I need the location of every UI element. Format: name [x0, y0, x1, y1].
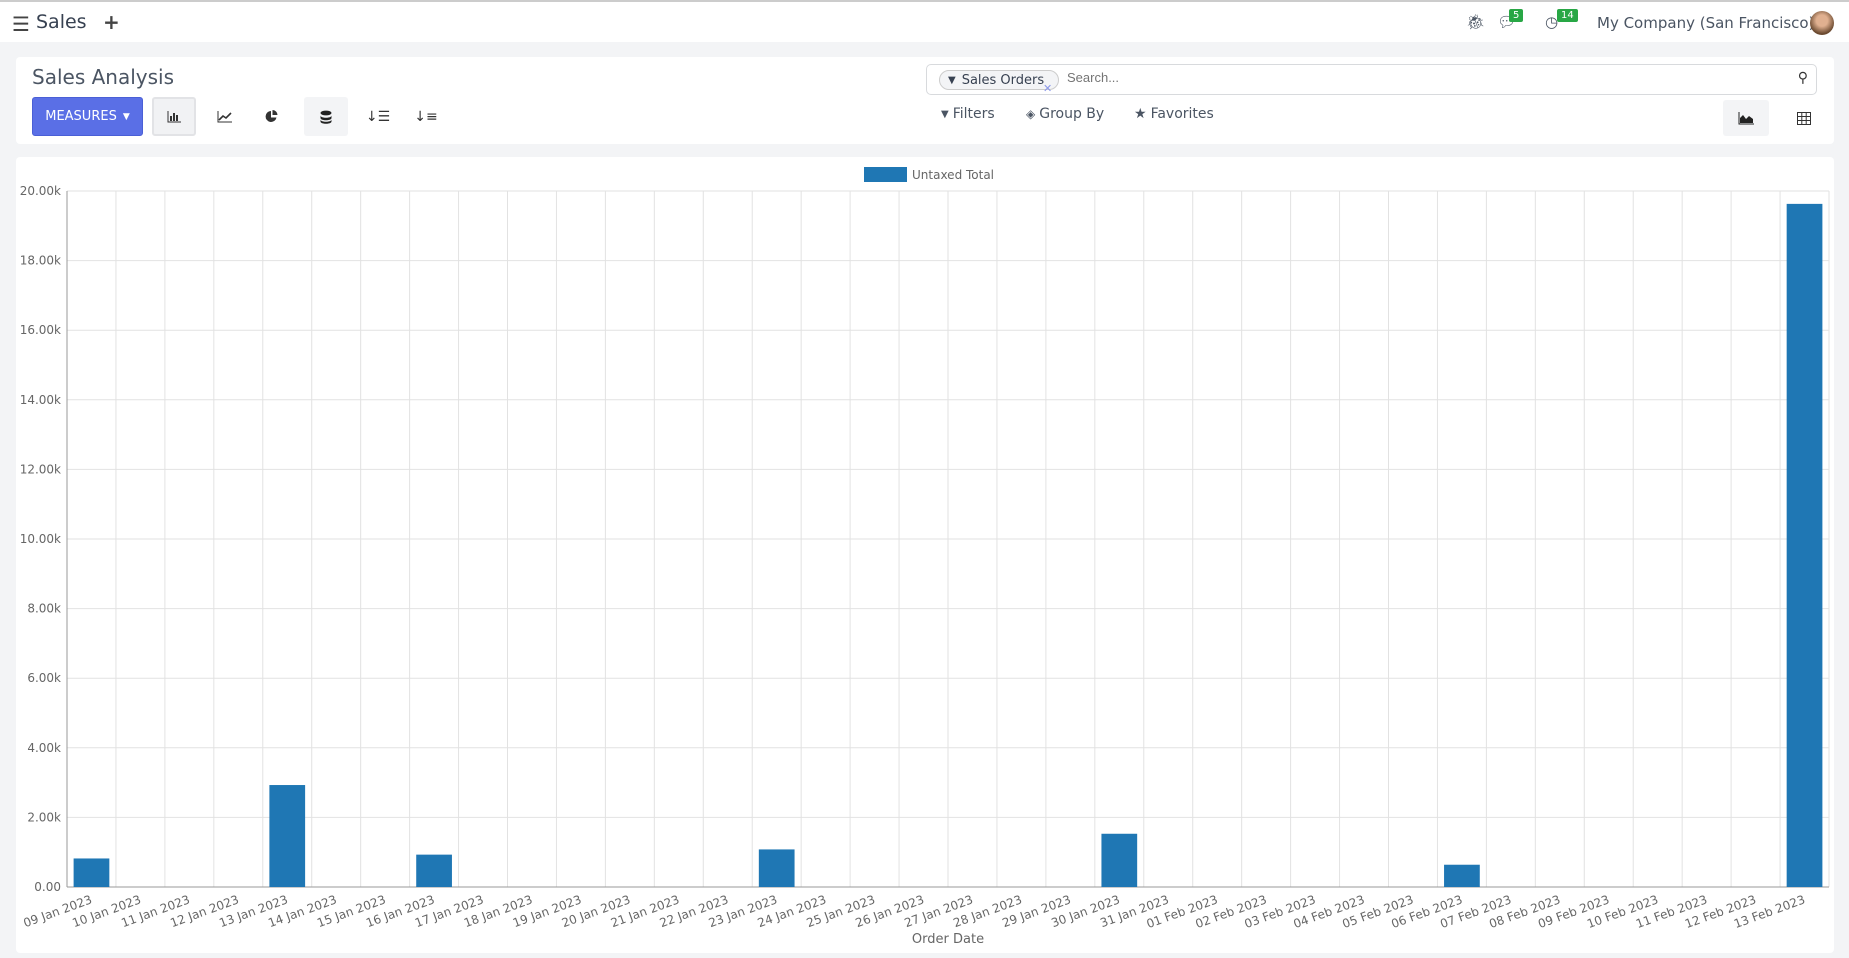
measures-button[interactable]: MEASURES ▼ — [32, 97, 143, 136]
clock-icon[interactable]: ◷ 14 — [1545, 9, 1578, 31]
y-tick-label: 8.00k — [27, 602, 61, 616]
filter-icon: ▼ — [941, 108, 949, 120]
filters-label: Filters — [952, 106, 995, 122]
app-name[interactable]: Sales — [36, 11, 87, 33]
control-panel: Sales Analysis MEASURES ▼ ↓☰ ↓≡ ▼ Sales Or… — [16, 57, 1834, 144]
facet-remove-icon[interactable]: ✕ — [1043, 82, 1053, 95]
favorites-button[interactable]: ★ Favorites — [1134, 106, 1214, 122]
y-tick-label: 20.00k — [20, 184, 61, 198]
y-tick-label: 2.00k — [27, 810, 61, 824]
y-tick-label: 10.00k — [20, 532, 61, 546]
y-tick-label: 4.00k — [27, 741, 61, 755]
bar-chart-button[interactable] — [152, 97, 196, 136]
messages-badge: 5 — [1509, 9, 1524, 22]
bar — [1444, 864, 1480, 887]
search-facet[interactable]: ▼ Sales Orders — [939, 70, 1060, 90]
layers-icon: ◈ — [1026, 107, 1036, 121]
chart-panel: 0.00 2.00k 4.00k 6.00k 8.00k 10.00k 12.00k 14.0… — [16, 157, 1834, 953]
bar — [1101, 833, 1138, 887]
star-icon: ★ — [1134, 106, 1147, 122]
y-tick-label: 0.00 — [34, 880, 61, 894]
line-chart-button[interactable] — [202, 97, 246, 136]
bar — [758, 849, 795, 887]
y-tick-label: 18.00k — [20, 254, 61, 268]
pie-chart-button[interactable] — [249, 97, 293, 136]
y-tick-label: 12.00k — [20, 462, 61, 476]
avatar[interactable] — [1810, 11, 1834, 35]
bug-icon[interactable]: 🐞︎ — [1466, 13, 1486, 31]
filter-icon: ▼ — [948, 74, 956, 86]
sort-descending-icon: ↓☰ — [365, 108, 391, 125]
y-tick-label: 14.00k — [20, 393, 61, 407]
sort-ascending-button[interactable]: ↓≡ — [404, 97, 448, 136]
graph-view-button[interactable] — [1723, 100, 1769, 136]
favorites-label: Favorites — [1150, 106, 1214, 122]
facet-label: Sales Orders — [961, 72, 1045, 88]
group-by-button[interactable]: ◈ Group By — [1026, 106, 1104, 122]
search-icon[interactable]: ⚲ — [1797, 70, 1808, 86]
bar-chart: 0.00 2.00k 4.00k 6.00k 8.00k 10.00k 12.00k 14.0… — [20, 167, 1830, 947]
messages-icon[interactable]: 💬︎ 5 — [1497, 9, 1524, 31]
area-chart-icon — [1738, 111, 1754, 124]
table-icon — [1797, 111, 1811, 125]
y-tick-label: 6.00k — [27, 671, 61, 685]
company-switcher[interactable]: My Company (San Francisco) — [1597, 14, 1815, 32]
filters-button[interactable]: ▼ Filters — [941, 106, 995, 122]
bar — [269, 785, 306, 887]
sort-descending-button[interactable]: ↓☰ — [356, 97, 400, 136]
plus-icon[interactable]: + — [103, 10, 120, 34]
bar — [416, 854, 452, 887]
bar — [1786, 203, 1823, 888]
database-icon — [320, 110, 332, 124]
pie-chart-icon — [265, 110, 277, 122]
legend-label: Untaxed Total — [912, 168, 994, 182]
stacked-button[interactable] — [304, 97, 348, 136]
group-by-label: Group By — [1039, 106, 1105, 122]
menu-icon[interactable]: ☰ — [12, 12, 30, 36]
pivot-view-button[interactable] — [1784, 100, 1824, 136]
sort-ascending-icon: ↓≡ — [414, 108, 438, 125]
top-navbar: ☰ Sales + 🐞︎ 💬︎ 5 ◷ 14 My Company (San Fra… — [0, 0, 1849, 42]
bar — [73, 858, 110, 887]
activities-badge: 14 — [1557, 9, 1578, 22]
y-tick-label: 16.00k — [20, 323, 61, 337]
caret-down-icon: ▼ — [122, 111, 130, 122]
search-input[interactable] — [1067, 70, 1667, 85]
measures-label: MEASURES — [45, 109, 117, 124]
page-title: Sales Analysis — [32, 65, 174, 89]
legend-swatch — [864, 167, 907, 182]
search-bar[interactable]: ▼ Sales Orders ✕ ⚲ — [926, 64, 1817, 95]
line-chart-icon — [217, 110, 232, 122]
bar-chart-icon — [167, 110, 181, 122]
x-axis-title: Order Date — [912, 932, 984, 947]
